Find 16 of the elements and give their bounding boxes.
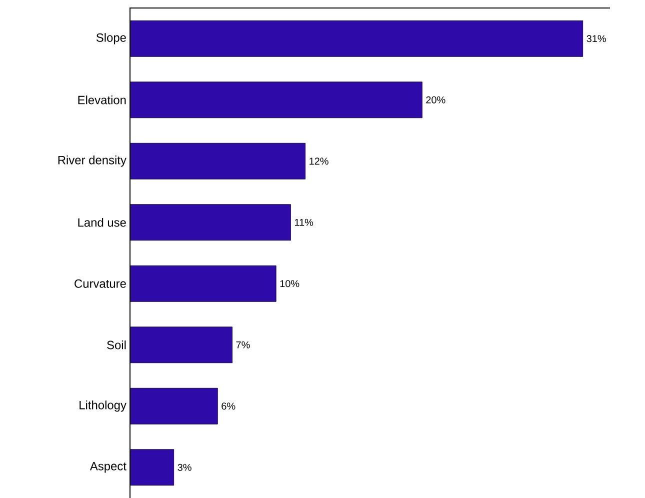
data-label: 12% bbox=[310, 157, 328, 164]
data-label: 10% bbox=[280, 280, 300, 287]
y-tick-label: Slope bbox=[96, 32, 126, 44]
data-label: 11% bbox=[294, 218, 314, 226]
y-tick-label: River density bbox=[58, 155, 126, 166]
y-tick-label: Aspect bbox=[90, 462, 126, 472]
y-tick-label: Soil bbox=[107, 340, 126, 350]
y-tick-label: Elevation bbox=[78, 95, 126, 104]
data-label: 6% bbox=[222, 402, 236, 410]
data-label: 20% bbox=[426, 96, 446, 104]
data-label: 3% bbox=[178, 464, 192, 471]
y-tick-label: Land use bbox=[78, 218, 126, 227]
data-label: 7% bbox=[236, 341, 250, 348]
y-tick-label: Lithology bbox=[80, 400, 126, 412]
data-label: 31% bbox=[586, 34, 606, 42]
y-tick-label: Curvature bbox=[74, 279, 126, 288]
